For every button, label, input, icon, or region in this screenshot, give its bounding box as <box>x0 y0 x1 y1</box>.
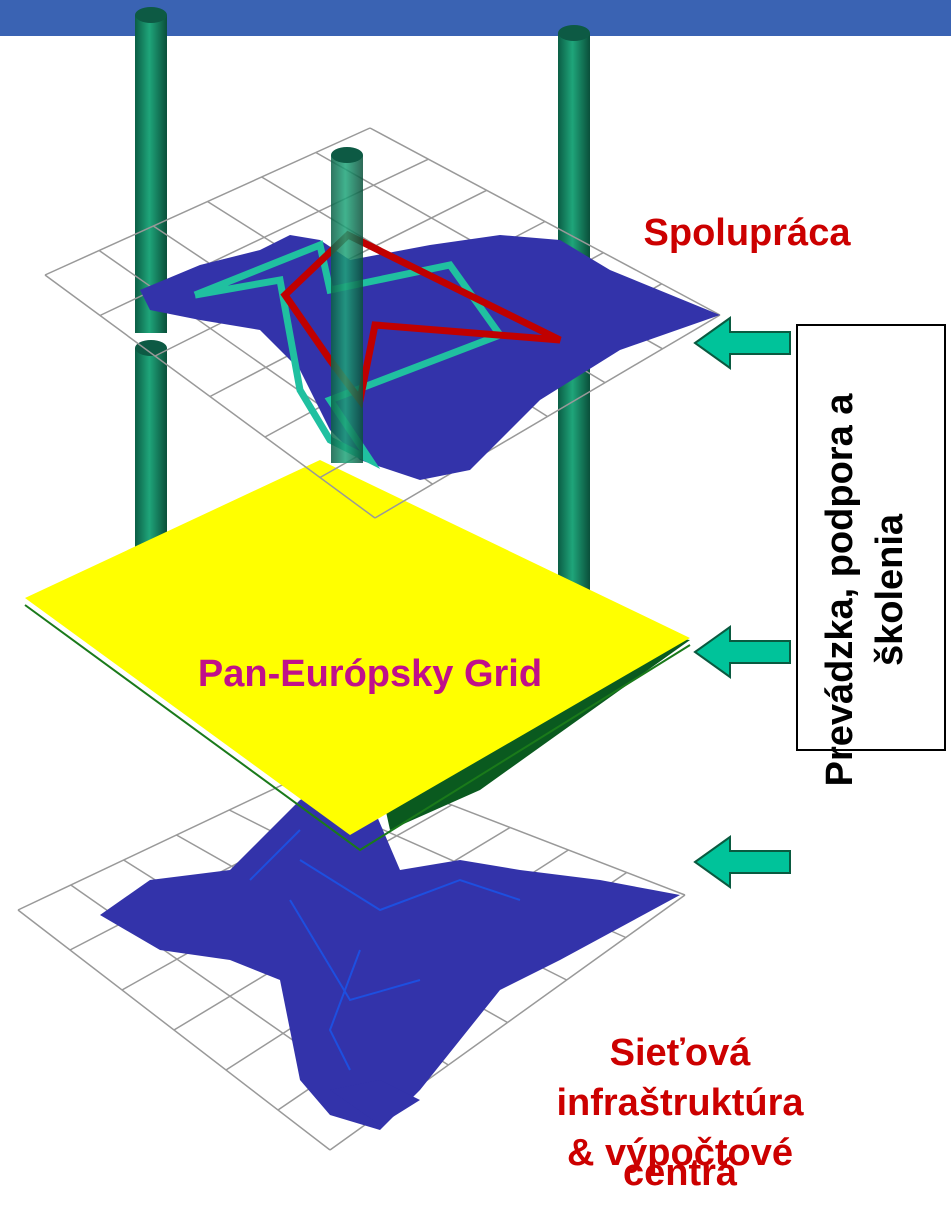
map <box>100 780 680 1130</box>
network-lines <box>249 829 521 1071</box>
side-text: školenia <box>869 513 911 666</box>
plane-grid-line <box>369 127 721 316</box>
layer-label: & výpočtové <box>567 1132 793 1174</box>
front-pillars <box>331 147 363 463</box>
arrows <box>693 316 791 889</box>
collaboration-layer <box>44 127 721 519</box>
layer-label: Sieťová <box>610 1032 752 1074</box>
grid-layer <box>24 460 691 852</box>
network-layer <box>17 759 686 1151</box>
plane-grid-line <box>374 314 721 519</box>
layer-label: Pan-Európsky Grid <box>198 653 542 695</box>
map <box>330 1080 420 1125</box>
layer-label: infraštruktúra <box>556 1082 804 1124</box>
side-text: Prevádzka, podpora a <box>819 393 861 787</box>
layer-label: centrá <box>623 1152 738 1194</box>
layer-label: Spolupráca <box>644 212 852 254</box>
side-box <box>796 324 946 751</box>
